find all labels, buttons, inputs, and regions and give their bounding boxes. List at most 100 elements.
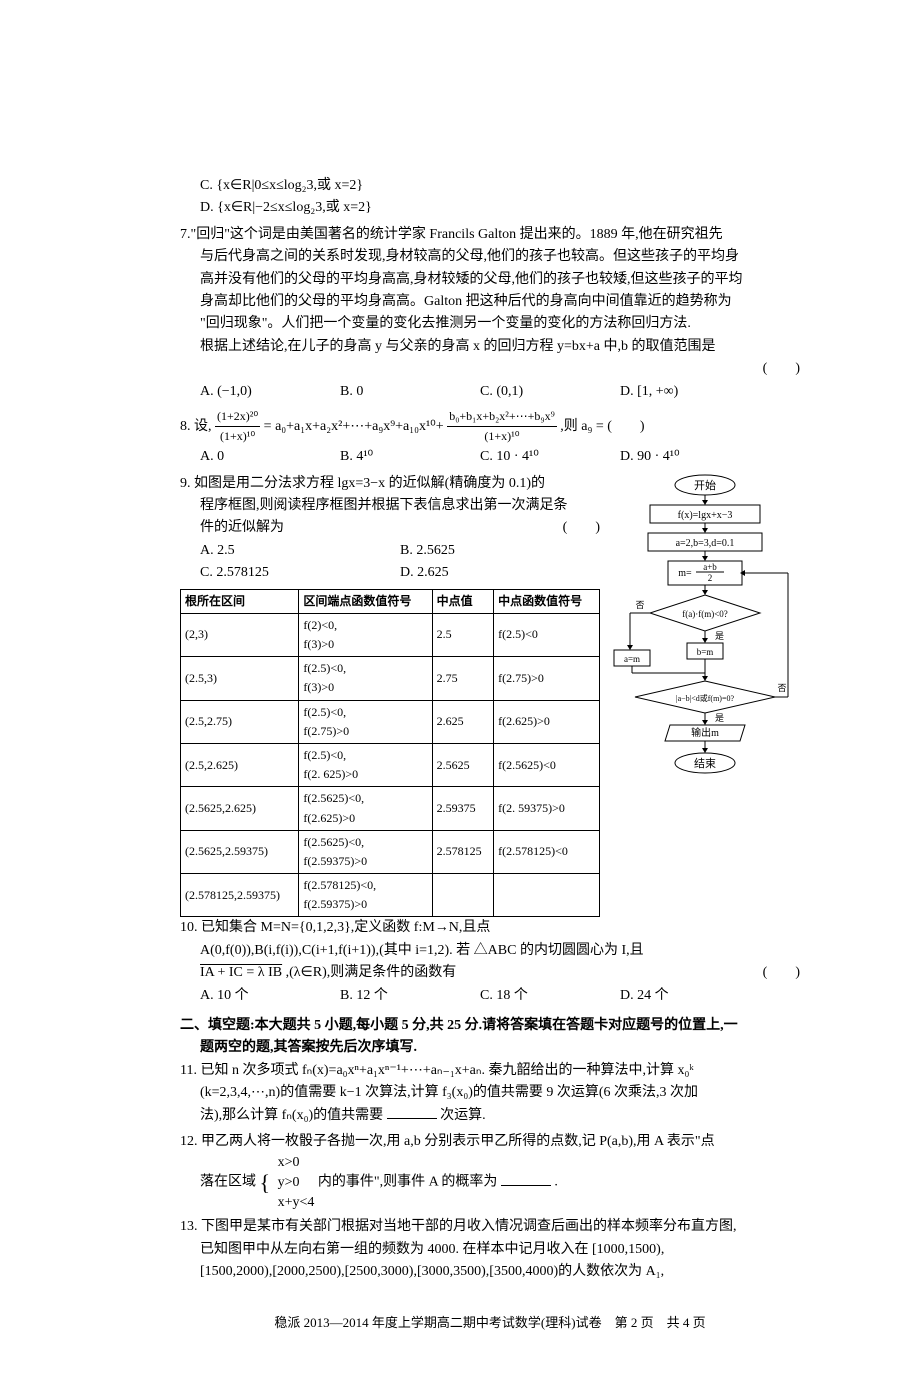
q7-line5: "回归现象"。人们把一个变量的变化去推测另一个变量的变化的方法称回归方法. [180, 313, 800, 335]
q9-paren: ( ) [563, 517, 600, 539]
q9-options-row2: C. 2.578125 D. 2.625 [180, 562, 600, 584]
q10-post: ,(λ∈R),则满足条件的函数有 [286, 965, 457, 980]
flow-box3-num: a+b [703, 562, 717, 572]
q10-line2: A(0,f(0)),B(i,f(i)),C(i+1,f(i+1)),(其中 i=… [180, 940, 800, 962]
q11-line1: 11. 已知 n 次多项式 fₙ(x)=a₀xⁿ+a₁xⁿ⁻¹+⋯+aₙ₋₁x+… [180, 1060, 800, 1082]
table-cell: f(2.5)<0, f(2. 625)>0 [299, 743, 432, 786]
th-3: 中点函数值符号 [494, 589, 600, 613]
table-cell: f(2.5625)<0 [494, 743, 600, 786]
q13-line1: 13. 下图甲是某市有关部门根据对当地干部的月收入情况调查后画出的样本频率分布直… [180, 1216, 800, 1238]
q9-table: 根所在区间 区间端点函数值符号 中点值 中点函数值符号 (2,3)f(2)<0,… [180, 589, 600, 918]
q7-line1: 7."回归"这个词是由美国著名的统计学家 Francils Galton 提出来… [180, 224, 800, 246]
question-8: 8. 设, (1+2x)²⁰ (1+x)¹⁰ = a₀+a₁x+a₂x²+⋯+a… [180, 407, 800, 469]
th-1: 区间端点函数值符号 [299, 589, 432, 613]
question-10: 10. 已知集合 M=N={0,1,2,3},定义函数 f:M→N,且点 A(0… [180, 917, 800, 1007]
table-row: (2.5625,2.59375)f(2.5625)<0, f(2.59375)>… [181, 830, 600, 873]
q10-option-c: C. 18 个 [480, 985, 620, 1007]
table-cell: f(2.5)<0 [494, 613, 600, 656]
q8-frac2: b₀+b₁x+b₂x²+⋯+b₉x⁹ (1+x)¹⁰ [447, 407, 557, 446]
q11-blank [387, 1105, 437, 1119]
q7-options: A. (−1,0) B. 0 C. (0,1) D. [1, +∞) [180, 381, 800, 403]
q8-stem: 8. 设, (1+2x)²⁰ (1+x)¹⁰ = a₀+a₁x+a₂x²+⋯+a… [180, 407, 800, 446]
q10-options: A. 10 个 B. 12 个 C. 18 个 D. 24 个 [180, 985, 800, 1007]
table-cell: 2.578125 [432, 830, 493, 873]
flow-d1-no: 否 [635, 600, 644, 610]
table-cell: (2.5,2.625) [181, 743, 299, 786]
question-6-options: C. {x∈R|0≤x≤log₂3,或 x=2} D. {x∈R|−2≤x≤lo… [180, 175, 800, 220]
q9-line3: 件的近似解为 ( ) [180, 517, 600, 539]
section-2-title: 二、填空题:本大题共 5 小题,每小题 5 分,共 25 分.请将答案填在答题卡… [180, 1015, 800, 1060]
q12-case2: y>0 [278, 1173, 315, 1193]
q9-options-row1: A. 2.5 B. 2.5625 [180, 540, 600, 562]
q12-case3: x+y<4 [278, 1193, 315, 1213]
q9-option-c: C. 2.578125 [200, 562, 400, 584]
table-cell: (2,3) [181, 613, 299, 656]
flow-d2-yes: 是 [715, 713, 724, 723]
q13-line2: 已知图甲中从左向右第一组的频数为 4000. 在样本中记月收入在 [1000,1… [180, 1239, 800, 1261]
section2-line1: 二、填空题:本大题共 5 小题,每小题 5 分,共 25 分.请将答案填在答题卡… [180, 1015, 800, 1037]
q12-post: . [554, 1175, 558, 1190]
table-row: (2.5,2.625)f(2.5)<0, f(2. 625)>02.5625f(… [181, 743, 600, 786]
flow-box2: a=2,b=3,d=0.1 [676, 538, 735, 549]
q7-line2: 与后代身高之间的关系时发现,身材较高的父母,他们的孩子也较高。但这些孩子的平均身 [180, 246, 800, 268]
q8-option-d: D. 90 · 4¹⁰ [620, 446, 760, 468]
q8-option-c: C. 10 · 4¹⁰ [480, 446, 620, 468]
question-7: 7."回归"这个词是由美国著名的统计学家 Francils Galton 提出来… [180, 224, 800, 403]
question-9-left: 9. 如图是用二分法求方程 lgx=3−x 的近似解(精确度为 0.1)的 程序… [180, 473, 600, 918]
q8-pre: 8. 设, [180, 419, 212, 434]
question-12: 12. 甲乙两人将一枚骰子各抛一次,用 a,b 分别表示甲乙所得的点数,记 P(… [180, 1131, 800, 1212]
q7-line4: 身高却比他们的父母的平均身高高。Galton 把这种后代的身高向中间值靠近的趋势… [180, 291, 800, 313]
q6-option-c: C. {x∈R|0≤x≤log₂3,或 x=2} [180, 175, 800, 197]
q11-line2: (k=2,3,4,⋯,n)的值需要 k−1 次算法,计算 f₃(x₀)的值共需要… [180, 1082, 800, 1104]
table-cell: f(2.5)<0, f(2.75)>0 [299, 700, 432, 743]
q11-pre: 法),那么计算 fₙ(x₀)的值共需要 [200, 1108, 383, 1123]
table-cell: f(2)<0, f(3)>0 [299, 613, 432, 656]
table-cell: 2.5625 [432, 743, 493, 786]
flow-box-bm: b=m [697, 647, 714, 657]
q6-option-d: D. {x∈R|−2≤x≤log₂3,或 x=2} [180, 197, 800, 219]
table-header-row: 根所在区间 区间端点函数值符号 中点值 中点函数值符号 [181, 589, 600, 613]
flow-d2: |a−b|<d或f(m)=0? [676, 693, 735, 703]
q10-paren: ( ) [763, 962, 800, 984]
q10-option-d: D. 24 个 [620, 985, 760, 1007]
flow-box-out: 输出m [691, 726, 719, 739]
flow-box3-den: 2 [708, 573, 713, 583]
table-cell: f(2.625)>0 [494, 700, 600, 743]
q8-frac2-den: (1+x)¹⁰ [447, 427, 557, 446]
flow-d1-yes: 是 [715, 631, 724, 641]
table-cell: f(2.578125)<0, f(2.59375)>0 [299, 874, 432, 917]
table-row: (2.5,3)f(2.5)<0, f(3)>02.75f(2.75)>0 [181, 657, 600, 700]
table-cell [432, 874, 493, 917]
table-row: (2,3)f(2)<0, f(3)>02.5f(2.5)<0 [181, 613, 600, 656]
page-footer: 稳派 2013—2014 年度上学期高二期中考试数学(理科)试卷 第 2 页 共… [180, 1313, 800, 1334]
q12-blank [501, 1172, 551, 1186]
flow-box3-pre: m= [678, 568, 692, 579]
flow-d2-no: 否 [777, 683, 786, 693]
q7-paren: ( ) [180, 358, 800, 380]
flowchart-svg: 开始 f(x)=lgx+x−3 a=2,b=3,d=0.1 m= a+b 2 f… [610, 473, 800, 783]
q10-option-b: B. 12 个 [340, 985, 480, 1007]
table-cell: f(2.578125)<0 [494, 830, 600, 873]
table-cell: 2.59375 [432, 787, 493, 830]
table-cell: (2.5,3) [181, 657, 299, 700]
q11-post: 次运算. [440, 1108, 486, 1123]
q8-frac1: (1+2x)²⁰ (1+x)¹⁰ [215, 407, 260, 446]
question-9-row: 9. 如图是用二分法求方程 lgx=3−x 的近似解(精确度为 0.1)的 程序… [180, 473, 800, 918]
q12-line1: 12. 甲乙两人将一枚骰子各抛一次,用 a,b 分别表示甲乙所得的点数,记 P(… [180, 1131, 800, 1153]
q13-line3: [1500,2000),[2000,2500),[2500,3000),[300… [180, 1261, 800, 1283]
q9-line1: 9. 如图是用二分法求方程 lgx=3−x 的近似解(精确度为 0.1)的 [180, 473, 600, 495]
q7-line3: 高并没有他们的父母的平均身高高,身材较矮的父母,他们的孩子也较矮,但这些孩子的平… [180, 269, 800, 291]
q12-mid: 内的事件",则事件 A 的概率为 [318, 1175, 498, 1190]
q10-vec: IA + IC = λ IB [200, 965, 282, 980]
q8-option-b: B. 4¹⁰ [340, 446, 480, 468]
flow-end: 结束 [694, 757, 716, 770]
q11-line3: 法),那么计算 fₙ(x₀)的值共需要 次运算. [180, 1105, 800, 1127]
q9-text3: 件的近似解为 [200, 520, 284, 535]
q10-option-a: A. 10 个 [200, 985, 340, 1007]
table-cell: 2.625 [432, 700, 493, 743]
q8-end: ,则 a₉ = ( ) [560, 419, 644, 434]
flow-box-am: a=m [624, 654, 640, 664]
table-cell: (2.5625,2.59375) [181, 830, 299, 873]
table-cell: f(2.75)>0 [494, 657, 600, 700]
q9-option-d: D. 2.625 [400, 562, 600, 584]
